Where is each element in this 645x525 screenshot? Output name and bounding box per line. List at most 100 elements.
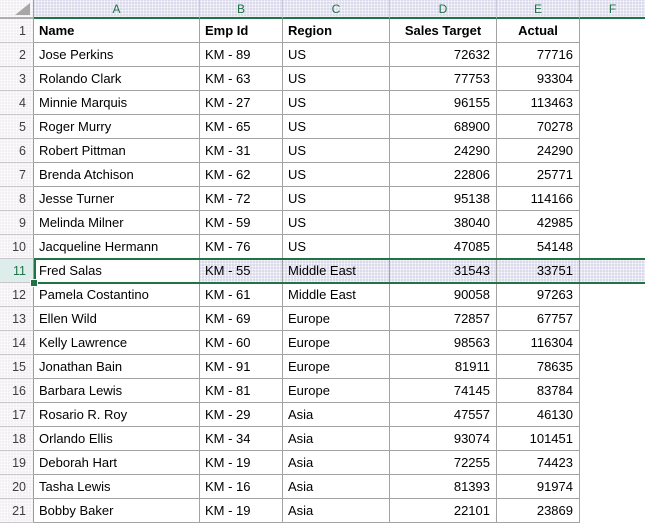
cell-B13[interactable]: KM - 69 — [200, 307, 283, 331]
cell-D17[interactable]: 47557 — [390, 403, 497, 427]
cell-C15[interactable]: Europe — [283, 355, 390, 379]
column-header-F[interactable]: F — [580, 0, 645, 19]
cell-D1[interactable]: Sales Target — [390, 19, 497, 43]
cell-D11[interactable]: 31543 — [390, 259, 497, 283]
cell-A1[interactable]: Name — [34, 19, 200, 43]
row-header-3[interactable]: 3 — [0, 67, 34, 91]
cell-E4[interactable]: 113463 — [497, 91, 580, 115]
cell-D9[interactable]: 38040 — [390, 211, 497, 235]
cell-A7[interactable]: Brenda Atchison — [34, 163, 200, 187]
cell-B12[interactable]: KM - 61 — [200, 283, 283, 307]
cell-D20[interactable]: 81393 — [390, 475, 497, 499]
cell-A16[interactable]: Barbara Lewis — [34, 379, 200, 403]
cell-C3[interactable]: US — [283, 67, 390, 91]
cell-E17[interactable]: 46130 — [497, 403, 580, 427]
cell-B6[interactable]: KM - 31 — [200, 139, 283, 163]
cell-C6[interactable]: US — [283, 139, 390, 163]
cell-E18[interactable]: 101451 — [497, 427, 580, 451]
row-header-10[interactable]: 10 — [0, 235, 34, 259]
cell-A3[interactable]: Rolando Clark — [34, 67, 200, 91]
cell-B18[interactable]: KM - 34 — [200, 427, 283, 451]
row-header-15[interactable]: 15 — [0, 355, 34, 379]
cell-C7[interactable]: US — [283, 163, 390, 187]
cell-A15[interactable]: Jonathan Bain — [34, 355, 200, 379]
cell-D15[interactable]: 81911 — [390, 355, 497, 379]
cell-D4[interactable]: 96155 — [390, 91, 497, 115]
row-header-14[interactable]: 14 — [0, 331, 34, 355]
cell-F1[interactable] — [580, 19, 645, 43]
cell-B2[interactable]: KM - 89 — [200, 43, 283, 67]
cell-F20[interactable] — [580, 475, 645, 499]
cell-B3[interactable]: KM - 63 — [200, 67, 283, 91]
cell-B16[interactable]: KM - 81 — [200, 379, 283, 403]
row-header-13[interactable]: 13 — [0, 307, 34, 331]
cell-E16[interactable]: 83784 — [497, 379, 580, 403]
column-header-D[interactable]: D — [390, 0, 497, 19]
cell-F8[interactable] — [580, 187, 645, 211]
cell-B7[interactable]: KM - 62 — [200, 163, 283, 187]
cell-B11[interactable]: KM - 55 — [200, 259, 283, 283]
cell-C1[interactable]: Region — [283, 19, 390, 43]
cell-C13[interactable]: Europe — [283, 307, 390, 331]
cell-F15[interactable] — [580, 355, 645, 379]
select-all-corner[interactable] — [0, 0, 34, 19]
cell-A21[interactable]: Bobby Baker — [34, 499, 200, 523]
cell-B21[interactable]: KM - 19 — [200, 499, 283, 523]
cell-C11[interactable]: Middle East — [283, 259, 390, 283]
cell-A18[interactable]: Orlando Ellis — [34, 427, 200, 451]
row-header-16[interactable]: 16 — [0, 379, 34, 403]
row-header-7[interactable]: 7 — [0, 163, 34, 187]
fill-handle[interactable] — [30, 279, 38, 287]
row-header-18[interactable]: 18 — [0, 427, 34, 451]
row-header-12[interactable]: 12 — [0, 283, 34, 307]
cell-E8[interactable]: 114166 — [497, 187, 580, 211]
cell-B1[interactable]: Emp Id — [200, 19, 283, 43]
row-header-20[interactable]: 20 — [0, 475, 34, 499]
cell-B17[interactable]: KM - 29 — [200, 403, 283, 427]
cell-E14[interactable]: 116304 — [497, 331, 580, 355]
cell-F19[interactable] — [580, 451, 645, 475]
cell-D7[interactable]: 22806 — [390, 163, 497, 187]
cell-E9[interactable]: 42985 — [497, 211, 580, 235]
cell-F3[interactable] — [580, 67, 645, 91]
cell-E20[interactable]: 91974 — [497, 475, 580, 499]
cell-E3[interactable]: 93304 — [497, 67, 580, 91]
cell-B19[interactable]: KM - 19 — [200, 451, 283, 475]
cell-C10[interactable]: US — [283, 235, 390, 259]
cell-F5[interactable] — [580, 115, 645, 139]
cell-B9[interactable]: KM - 59 — [200, 211, 283, 235]
cell-E10[interactable]: 54148 — [497, 235, 580, 259]
cell-A5[interactable]: Roger Murry — [34, 115, 200, 139]
cell-A12[interactable]: Pamela Costantino — [34, 283, 200, 307]
cell-F6[interactable] — [580, 139, 645, 163]
cell-D16[interactable]: 74145 — [390, 379, 497, 403]
cell-A11[interactable]: Fred Salas — [34, 259, 200, 283]
cell-F12[interactable] — [580, 283, 645, 307]
cell-B15[interactable]: KM - 91 — [200, 355, 283, 379]
row-header-11[interactable]: 11 — [0, 259, 34, 283]
cell-D10[interactable]: 47085 — [390, 235, 497, 259]
cell-F4[interactable] — [580, 91, 645, 115]
cell-C19[interactable]: Asia — [283, 451, 390, 475]
cell-A2[interactable]: Jose Perkins — [34, 43, 200, 67]
cell-C9[interactable]: US — [283, 211, 390, 235]
row-header-2[interactable]: 2 — [0, 43, 34, 67]
cell-D2[interactable]: 72632 — [390, 43, 497, 67]
cell-A19[interactable]: Deborah Hart — [34, 451, 200, 475]
row-header-9[interactable]: 9 — [0, 211, 34, 235]
row-header-21[interactable]: 21 — [0, 499, 34, 523]
cell-B20[interactable]: KM - 16 — [200, 475, 283, 499]
cell-A4[interactable]: Minnie Marquis — [34, 91, 200, 115]
cell-B5[interactable]: KM - 65 — [200, 115, 283, 139]
cell-E7[interactable]: 25771 — [497, 163, 580, 187]
row-header-1[interactable]: 1 — [0, 19, 34, 43]
cell-F17[interactable] — [580, 403, 645, 427]
cell-C2[interactable]: US — [283, 43, 390, 67]
cell-E21[interactable]: 23869 — [497, 499, 580, 523]
row-header-19[interactable]: 19 — [0, 451, 34, 475]
cell-E1[interactable]: Actual — [497, 19, 580, 43]
cell-B10[interactable]: KM - 76 — [200, 235, 283, 259]
row-header-4[interactable]: 4 — [0, 91, 34, 115]
cell-B4[interactable]: KM - 27 — [200, 91, 283, 115]
cell-E5[interactable]: 70278 — [497, 115, 580, 139]
